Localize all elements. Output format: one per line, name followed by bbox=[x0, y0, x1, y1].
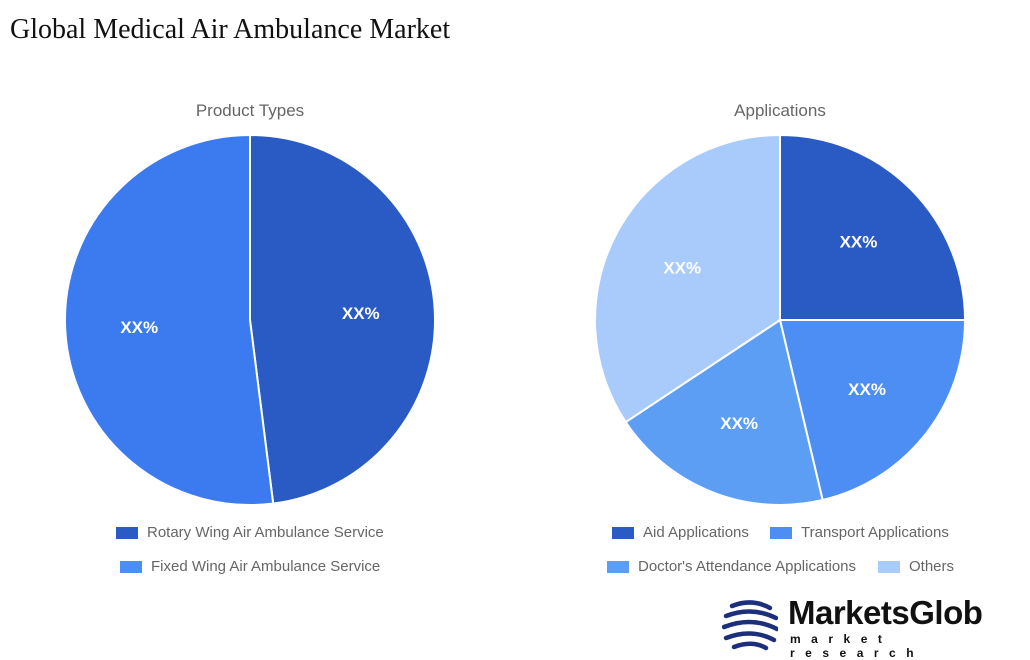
legend-label: Others bbox=[909, 558, 955, 575]
legend-label: Fixed Wing Air Ambulance Service bbox=[151, 558, 381, 575]
legend-swatch bbox=[116, 527, 138, 540]
data-label: XX% bbox=[342, 304, 380, 323]
pie-slice bbox=[624, 318, 824, 506]
data-label: XX% bbox=[840, 233, 878, 252]
legend-item: Doctor's Attendance Applications bbox=[607, 558, 856, 575]
pie-slice bbox=[779, 133, 967, 321]
data-label: XX% bbox=[848, 380, 886, 399]
legend-item: Others bbox=[878, 558, 954, 575]
legend-swatch bbox=[120, 561, 142, 574]
legend-label: Transport Applications bbox=[801, 524, 949, 541]
logo-tagline: market research bbox=[790, 632, 925, 660]
page-title: Global Medical Air Ambulance Market bbox=[10, 14, 451, 45]
data-label: XX% bbox=[720, 414, 758, 433]
logo-name: MarketsGlob bbox=[788, 594, 983, 631]
logo: MarketsGlob market research bbox=[721, 594, 983, 660]
legend-item: Rotary Wing Air Ambulance Service bbox=[116, 524, 384, 541]
legend-swatch bbox=[612, 527, 634, 540]
legend-label: Aid Applications bbox=[643, 524, 749, 541]
chart-title: Applications bbox=[734, 101, 826, 120]
pie-slice bbox=[778, 319, 967, 502]
legend-swatch bbox=[770, 527, 792, 540]
legend-item: Transport Applications bbox=[770, 524, 949, 541]
pie-slice bbox=[594, 133, 781, 424]
legend-item: Fixed Wing Air Ambulance Service bbox=[120, 558, 380, 575]
legend-label: Doctor's Attendance Applications bbox=[638, 558, 856, 575]
legend-swatch bbox=[878, 561, 900, 574]
data-label: XX% bbox=[663, 258, 701, 277]
globe-logo-icon bbox=[721, 598, 780, 651]
legend-label: Rotary Wing Air Ambulance Service bbox=[147, 524, 384, 541]
legend-swatch bbox=[607, 561, 629, 574]
pie-slice bbox=[63, 133, 275, 506]
legend-item: Aid Applications bbox=[612, 524, 749, 541]
chart-title: Product Types bbox=[196, 101, 304, 120]
data-label: XX% bbox=[120, 318, 158, 337]
pie-slice bbox=[249, 133, 436, 505]
